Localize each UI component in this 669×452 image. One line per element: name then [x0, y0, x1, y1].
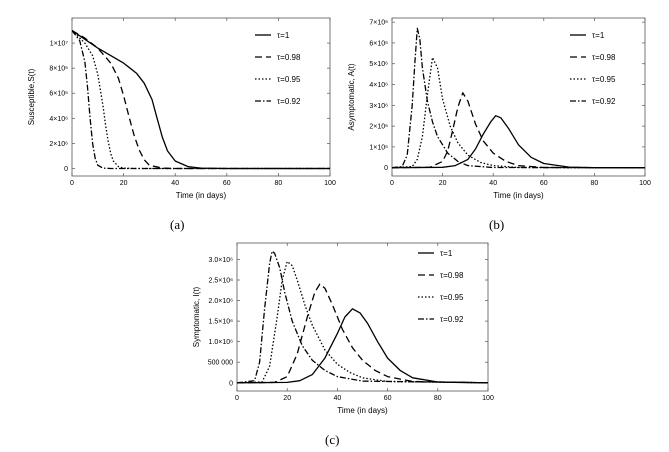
y-tick-label: 4×10⁶: [369, 82, 388, 89]
y-tick-label: 1.5×10⁶: [209, 319, 234, 326]
legend-label: τ=0.92: [592, 97, 616, 106]
y-tick-label: 8×10⁶: [49, 66, 68, 73]
x-tick-label: 0: [235, 395, 239, 402]
y-tick-label: 3×10⁶: [369, 103, 388, 110]
x-tick-label: 80: [591, 180, 599, 187]
y-tick-label: 1×10⁶: [369, 144, 388, 151]
x-tick-label: 0: [390, 180, 394, 187]
plot-frame: [236, 242, 489, 392]
plot-frame: [391, 17, 646, 177]
legend-label: τ=0.95: [440, 293, 464, 302]
y-tick-label: 2×10⁶: [49, 141, 68, 148]
series-line-1: [72, 29, 330, 170]
legend-label: τ=0.98: [277, 53, 301, 62]
y-tick-label: 6×10⁶: [49, 91, 68, 98]
x-tick-label: 60: [223, 180, 231, 187]
legend-label: τ=0.95: [277, 75, 301, 84]
x-tick-label: 60: [384, 395, 392, 402]
series-line-4: [237, 250, 488, 384]
legend-label: τ=0.95: [592, 75, 616, 84]
plot-frame: [71, 17, 331, 177]
series-line-4: [392, 27, 645, 169]
panel-caption-b: (b): [489, 217, 505, 232]
x-tick-label: 0: [70, 180, 74, 187]
series-line-1: [237, 308, 488, 384]
x-tick-label: 80: [275, 180, 283, 187]
y-tick-label: 5×10⁶: [369, 61, 388, 68]
x-tick-label: 40: [489, 180, 497, 187]
y-tick-label: 2.5×10⁶: [209, 278, 234, 285]
series-line-2: [72, 29, 330, 170]
series-line-1: [392, 115, 645, 169]
x-axis-label: Time (in days): [337, 406, 388, 415]
legend-label: τ=0.98: [592, 53, 616, 62]
y-tick-label: 2.0×10⁶: [209, 298, 234, 305]
x-tick-label: 40: [334, 395, 342, 402]
series-line-2: [392, 92, 645, 169]
y-tick-label: 0: [229, 380, 233, 387]
y-tick-label: 1.0×10⁶: [209, 339, 234, 346]
x-tick-label: 40: [171, 180, 179, 187]
x-tick-label: 20: [439, 180, 447, 187]
y-tick-label: 1×10⁷: [50, 41, 69, 48]
x-tick-label: 60: [540, 180, 548, 187]
legend-label: τ=0.98: [440, 271, 464, 280]
panel-caption-a: (a): [170, 217, 185, 232]
y-tick-label: 0: [384, 165, 388, 172]
legend-label: τ=1: [440, 249, 453, 258]
x-tick-label: 80: [434, 395, 442, 402]
x-tick-label: 100: [482, 395, 494, 402]
x-tick-label: 100: [639, 180, 651, 187]
y-tick-label: 6×10⁶: [369, 40, 388, 47]
plot-a: 0 20 40 60 80 100 0 2×10⁶ 4×10⁶ 6×10⁶ 8×10⁶ 1×10⁷ Ti…: [27, 17, 336, 200]
y-tick-label: 7×10⁶: [369, 20, 388, 27]
y-axis-label: Susceptible,S(t): [27, 68, 36, 125]
series-line-4: [72, 30, 330, 170]
y-axis-label: Symptomatic, I(t): [192, 286, 201, 347]
x-tick-label: 20: [283, 395, 291, 402]
x-axis-label: Time (in days): [176, 191, 227, 200]
legend-label: τ=0.92: [440, 315, 464, 324]
y-tick-label: 0: [64, 166, 68, 173]
y-tick-label: 4×10⁶: [49, 116, 68, 123]
x-axis-label: Time (in days): [493, 191, 544, 200]
panel-caption-c: (c): [325, 432, 340, 447]
series-line-3: [72, 30, 330, 170]
series-line-3: [392, 56, 645, 169]
y-tick-label: 3.0×10⁶: [209, 257, 234, 264]
series-line-3: [237, 260, 488, 384]
x-tick-label: 20: [120, 180, 128, 187]
y-axis-label: Asymptomatic, A(t): [347, 63, 356, 130]
x-tick-label: 100: [324, 180, 336, 187]
legend-label: τ=0.92: [277, 97, 301, 106]
y-tick-label: 2×10⁶: [369, 124, 388, 131]
y-tick-label: 500 000: [208, 360, 233, 367]
plot-b: 0 20 40 60 80 100 0 1×10⁶ 2×10⁶ 3×10⁶ 4×10⁶ 5×10⁶ 6×…: [347, 17, 651, 200]
legend-label: τ=1: [277, 31, 290, 40]
legend-label: τ=1: [592, 31, 605, 40]
series-line-2: [237, 283, 488, 384]
